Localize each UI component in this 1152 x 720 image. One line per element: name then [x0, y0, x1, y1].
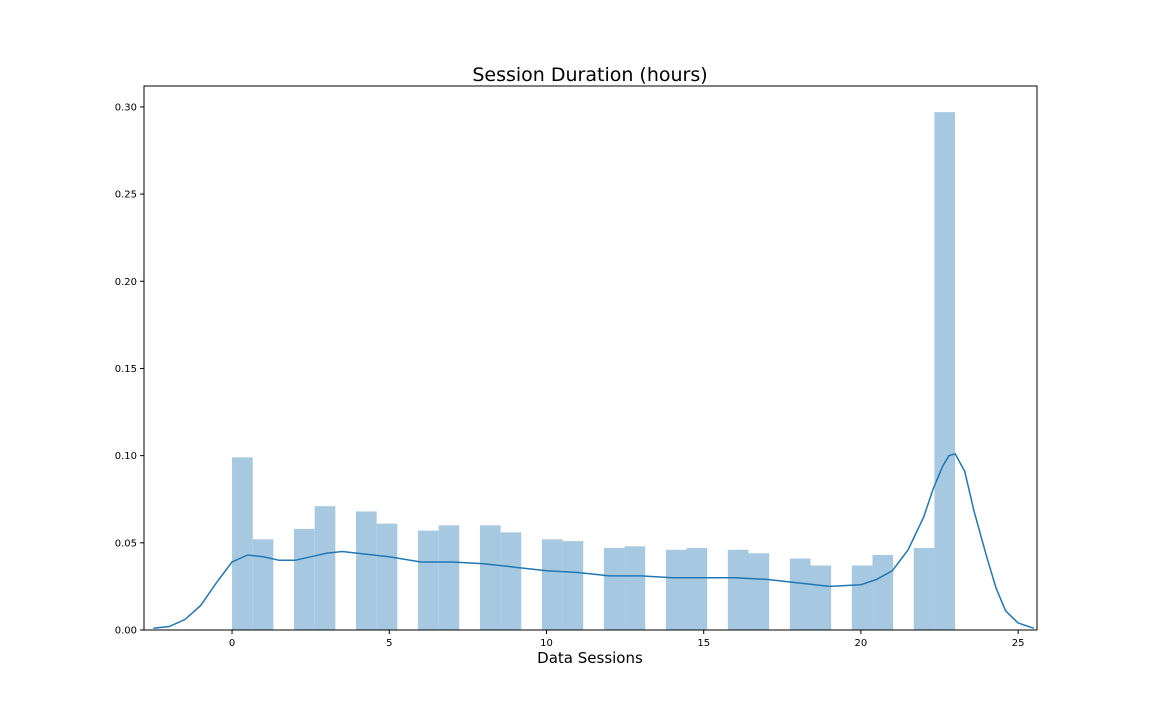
y-tick-label: 0.05: [115, 538, 137, 549]
x-tick-label: 20: [855, 638, 868, 649]
histogram-bar: [500, 532, 522, 630]
x-tick-label: 10: [540, 638, 553, 649]
histogram-bar: [417, 530, 439, 630]
histogram-bar: [789, 558, 811, 630]
y-tick-label: 0.00: [115, 626, 137, 637]
x-tick-label: 25: [1012, 638, 1025, 649]
x-tick-label: 0: [229, 638, 235, 649]
y-tick-label: 0.25: [115, 190, 137, 201]
histogram-bar: [376, 523, 398, 630]
histogram-bar: [541, 539, 563, 630]
histogram-bar: [232, 457, 253, 630]
histogram-bar: [624, 546, 646, 630]
histogram-bar: [686, 548, 708, 630]
histogram-bar: [665, 549, 687, 630]
histogram-bar: [438, 525, 460, 630]
histogram-bar: [934, 112, 956, 630]
y-axis-ticks: 0.00 0.05 0.10 0.15 0.20 0.25 0.30: [115, 102, 144, 637]
y-tick-label: 0.10: [115, 451, 137, 462]
histogram-bar: [562, 541, 584, 630]
kde-curve: [153, 453, 1035, 630]
y-tick-label: 0.15: [115, 364, 137, 375]
x-tick-label: 15: [697, 638, 710, 649]
y-tick-label: 0.20: [115, 277, 137, 288]
histogram-bar: [748, 553, 770, 630]
histogram-bar: [872, 555, 894, 630]
y-tick-label: 0.30: [115, 102, 137, 113]
histogram-bar: [355, 511, 377, 630]
plot-frame: [143, 85, 1038, 631]
x-tick-label: 5: [386, 638, 392, 649]
histogram-bar: [252, 539, 274, 630]
x-axis-ticks: 0 5 10 15 20 25: [229, 630, 1025, 649]
histogram-bars: [232, 112, 956, 630]
histogram-bar: [913, 548, 935, 630]
histogram-bar: [727, 549, 749, 630]
histogram-bar: [294, 528, 315, 630]
histogram-bar: [314, 506, 336, 630]
histogram-bar: [603, 548, 625, 630]
histogram-bar: [851, 565, 873, 630]
histogram-bar: [479, 525, 501, 630]
x-axis-label: Data Sessions: [537, 649, 643, 667]
chart-title: Session Duration (hours): [472, 64, 707, 86]
histogram-bar: [810, 565, 832, 630]
